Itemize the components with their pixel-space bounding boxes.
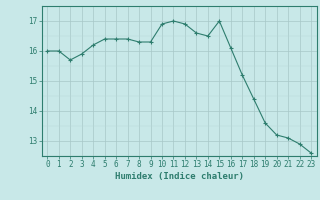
X-axis label: Humidex (Indice chaleur): Humidex (Indice chaleur) [115,172,244,181]
